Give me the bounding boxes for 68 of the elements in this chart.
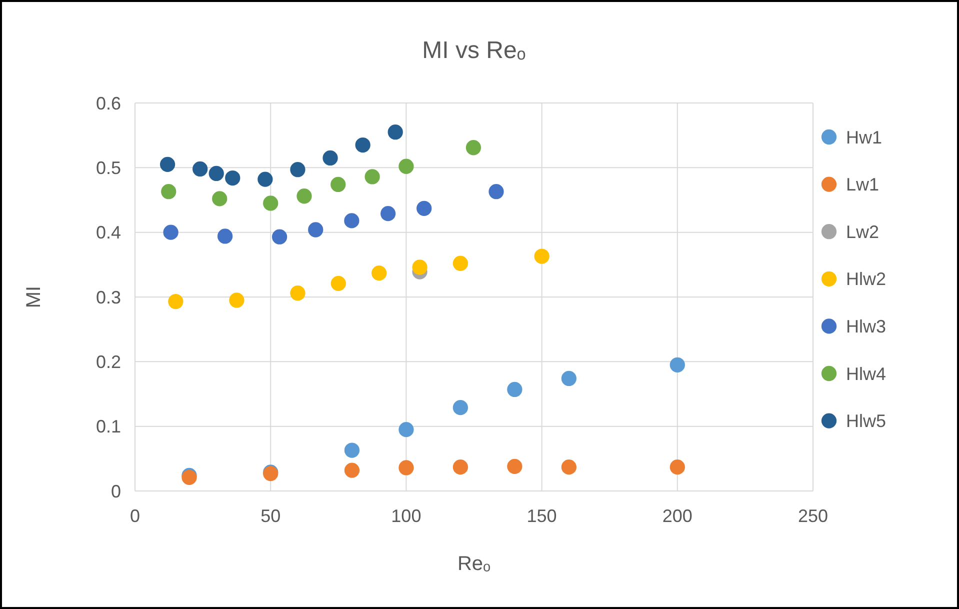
chart-title: MI vs Reₒ [422, 37, 526, 64]
point [344, 462, 360, 478]
point [330, 276, 346, 291]
point [163, 224, 178, 240]
y-tick-label: 0.1 [96, 416, 121, 437]
point [452, 256, 468, 271]
legend-label: Lw1 [846, 174, 880, 195]
point [161, 184, 176, 200]
point [452, 460, 468, 475]
y-axis-title: MI [23, 286, 45, 308]
y-tick-label: 0.5 [96, 158, 121, 178]
point [561, 460, 576, 475]
point [229, 292, 244, 308]
point [355, 137, 370, 153]
point [263, 196, 278, 211]
point [372, 266, 387, 281]
point [412, 260, 428, 275]
x-tick-label: 50 [260, 506, 281, 526]
point [308, 222, 324, 238]
point [398, 422, 414, 438]
legend-label: Lw2 [846, 222, 880, 242]
point [290, 162, 306, 178]
point [344, 213, 360, 228]
x-tick-label: 150 [526, 506, 557, 526]
legend-label: Hlw4 [846, 364, 886, 384]
point [272, 229, 288, 244]
legend-label: Hlw2 [846, 269, 886, 290]
point [670, 460, 685, 475]
legend-label: Hw1 [846, 127, 882, 148]
point [507, 382, 522, 398]
point [561, 370, 576, 386]
legend-label: Hlw5 [846, 411, 886, 432]
point [416, 200, 432, 216]
point [290, 286, 306, 301]
y-tick-label: 0 [110, 481, 121, 502]
point [330, 176, 346, 192]
x-tick-label: 100 [391, 506, 422, 526]
point [322, 150, 338, 166]
point [507, 458, 522, 474]
x-tick-label: 250 [798, 506, 828, 526]
point [398, 158, 414, 174]
point [670, 357, 685, 372]
point [225, 170, 240, 186]
point [217, 228, 233, 244]
y-tick-label: 0.3 [96, 287, 121, 308]
point [364, 169, 380, 184]
point [296, 188, 312, 204]
x-tick-label: 0 [130, 506, 140, 526]
point [466, 140, 482, 156]
point [488, 184, 504, 200]
point [452, 400, 468, 416]
point [208, 166, 224, 182]
point [380, 206, 396, 222]
point [258, 172, 273, 187]
y-tick-label: 0.4 [96, 222, 121, 243]
point [344, 442, 360, 458]
point [160, 156, 176, 172]
y-tick-label: 0.6 [96, 93, 121, 114]
x-axis-title: Reₒ [457, 553, 491, 575]
point [192, 161, 208, 177]
x-tick-label: 200 [662, 506, 692, 526]
point [534, 248, 550, 264]
point [168, 294, 184, 310]
point [398, 460, 414, 476]
legend-label: Hlw3 [846, 316, 886, 336]
point [388, 124, 403, 140]
point [212, 191, 228, 206]
y-tick-label: 0.2 [96, 352, 121, 372]
